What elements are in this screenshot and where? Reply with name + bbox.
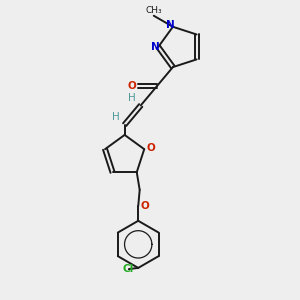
Text: O: O xyxy=(140,201,149,211)
Text: N: N xyxy=(166,20,175,30)
Text: N: N xyxy=(151,42,160,52)
Text: O: O xyxy=(146,143,155,153)
Text: CH₃: CH₃ xyxy=(146,6,162,15)
Text: H: H xyxy=(128,93,136,103)
Text: Cl: Cl xyxy=(122,264,134,274)
Text: O: O xyxy=(128,81,137,91)
Text: H: H xyxy=(112,112,119,122)
